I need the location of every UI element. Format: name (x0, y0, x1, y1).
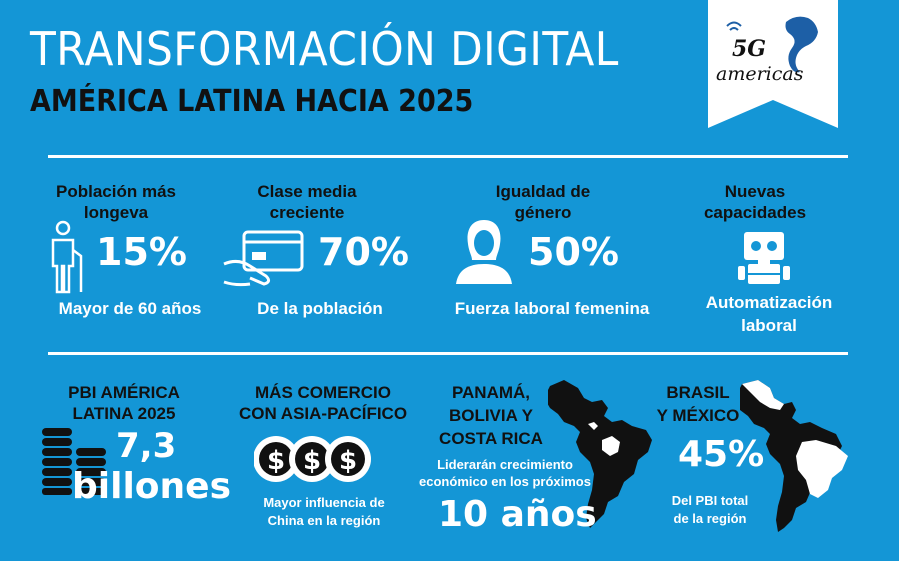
comercio-caption-2: China en la región (267, 513, 381, 528)
card-genero-caption: Fuerza laboral femenina (454, 299, 650, 318)
svg-text:$: $ (303, 446, 321, 476)
card-genero-value: 50% (528, 230, 619, 274)
divider-middle (48, 352, 848, 355)
crecimiento-caption-2: económico en los próximos (419, 474, 591, 489)
pbi-label-2: LATINA 2025 (72, 404, 176, 423)
coin-stacks-icon (40, 424, 110, 496)
page-title: TRANSFORMACIÓN DIGITAL (30, 22, 619, 76)
crecimiento-value: 10 años (438, 494, 597, 535)
brasil-caption-2: de la región (673, 511, 747, 526)
card-clase-media-value: 70% (318, 230, 409, 274)
latin-america-map-icon (548, 378, 658, 550)
comercio-caption-1: Mayor influencia de (263, 495, 385, 510)
elderly-person-icon (46, 220, 86, 294)
dollar-coins-icon: $ $ $ (254, 432, 374, 486)
brasil-caption-1: Del PBI total (671, 493, 749, 508)
woman-icon (452, 216, 516, 286)
pbi-value-1: 7,3 (116, 426, 177, 466)
crecimiento-label-3: COSTA RICA (439, 429, 543, 448)
card-clase-media-label: Clase media creciente (257, 182, 357, 222)
continent-shape-icon (785, 16, 818, 73)
card-longeva-label: Población más longeva (56, 182, 176, 222)
page-subtitle: AMÉRICA LATINA HACIA 2025 (30, 84, 474, 119)
robot-icon (736, 230, 792, 286)
comercio-label-1: MÁS COMERCIO (255, 383, 391, 402)
logo-banner: 5G americas (708, 0, 838, 128)
svg-text:$: $ (339, 446, 357, 476)
brasil-label-1: BRASIL (666, 383, 730, 402)
card-longeva-caption: Mayor de 60 años (58, 299, 202, 318)
svg-text:$: $ (267, 446, 285, 476)
brasil-label-2: Y MÉXICO (656, 406, 740, 425)
crecimiento-caption-1: Liderarán crecimiento (437, 457, 573, 472)
card-capacidades-caption: Automatización laboral (705, 293, 833, 335)
card-clase-media-caption: De la población (257, 299, 383, 318)
logo-5g: 5G (732, 36, 766, 62)
card-capacidades-label: Nuevas capacidades (703, 182, 807, 222)
pbi-value-2: billones (72, 466, 231, 507)
credit-card-hand-icon (222, 228, 308, 294)
crecimiento-label-2: BOLIVIA Y (448, 406, 534, 425)
comercio-label-2: CON ASIA-PACÍFICO (238, 404, 408, 423)
card-longeva-value: 15% (96, 230, 187, 274)
pbi-label-1: PBI AMÉRICA (68, 383, 180, 402)
latin-america-map-highlight-icon (740, 378, 858, 546)
brasil-value: 45% (678, 434, 765, 475)
card-genero-label: Igualdad de género (495, 182, 591, 222)
divider-top (48, 155, 848, 158)
logo-americas: americas (716, 63, 804, 85)
crecimiento-label-1: PANAMÁ, (451, 383, 531, 402)
